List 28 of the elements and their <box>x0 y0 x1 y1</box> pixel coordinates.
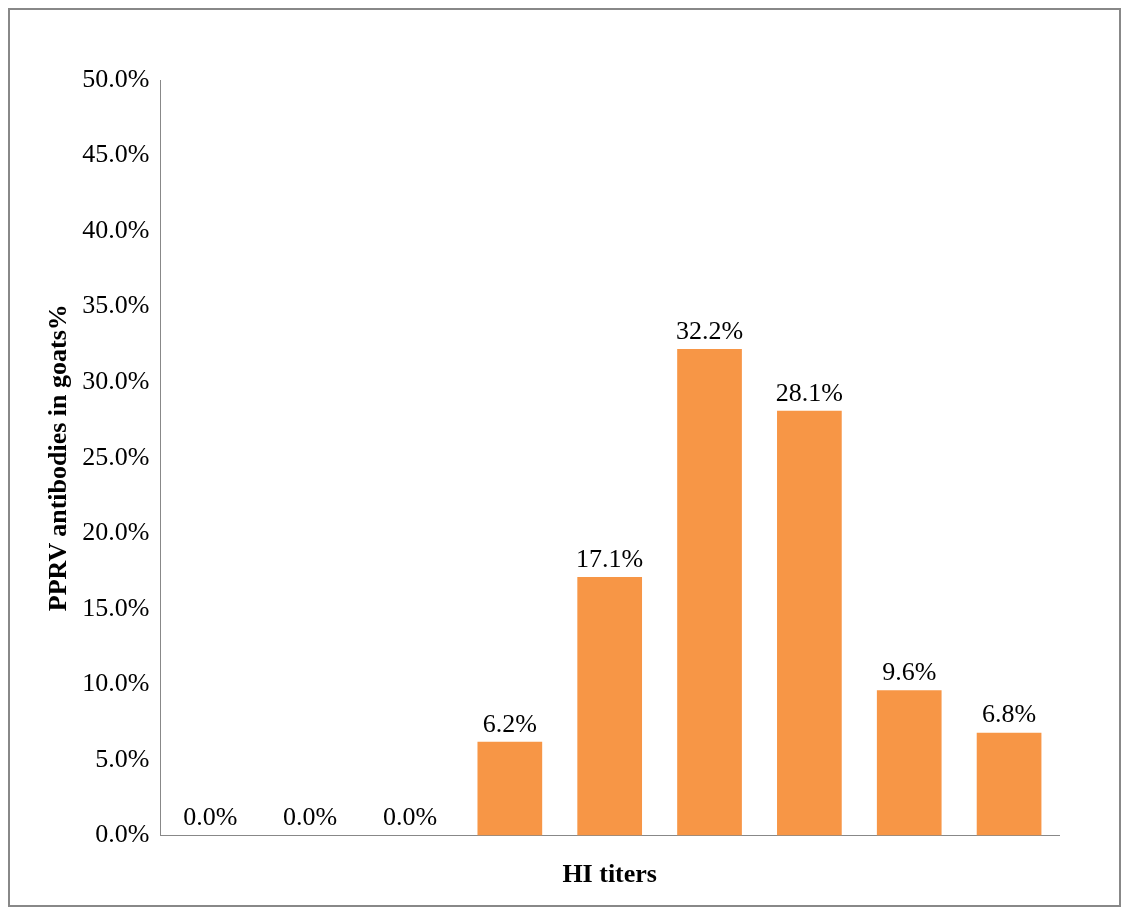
data-label: 28.1% <box>775 377 843 407</box>
data-label: 6.2% <box>482 708 537 738</box>
data-label: 0.0% <box>382 802 438 832</box>
data-label: 0.0% <box>183 802 238 832</box>
bar <box>677 348 742 836</box>
y-tick-label: 0.0% <box>95 819 150 849</box>
y-tick-label: 45.0% <box>82 139 150 169</box>
y-tick-label: 40.0% <box>82 214 150 244</box>
x-axis-title: HI titers <box>562 859 657 889</box>
data-label: 32.2% <box>675 315 744 345</box>
data-label: 0.0% <box>283 802 338 832</box>
y-tick-label: 50.0% <box>82 63 150 93</box>
y-tick-label: 35.0% <box>82 290 150 320</box>
data-label: 17.1% <box>576 543 644 573</box>
y-tick-label: 20.0% <box>82 517 150 547</box>
y-tick-label: 10.0% <box>82 668 150 698</box>
bar <box>477 741 543 836</box>
bar <box>976 732 1042 836</box>
y-tick-label: 30.0% <box>82 365 150 395</box>
y-axis-title: PPRV antibodies in goats% <box>43 304 73 612</box>
y-tick-label: 25.0% <box>82 441 150 471</box>
bar <box>777 410 842 836</box>
data-label: 6.8% <box>981 699 1037 729</box>
bar <box>577 577 643 836</box>
data-label: 9.6% <box>882 657 937 687</box>
y-tick-label: 15.0% <box>82 592 150 622</box>
bar <box>876 690 942 836</box>
y-tick-label: 5.0% <box>95 743 150 773</box>
